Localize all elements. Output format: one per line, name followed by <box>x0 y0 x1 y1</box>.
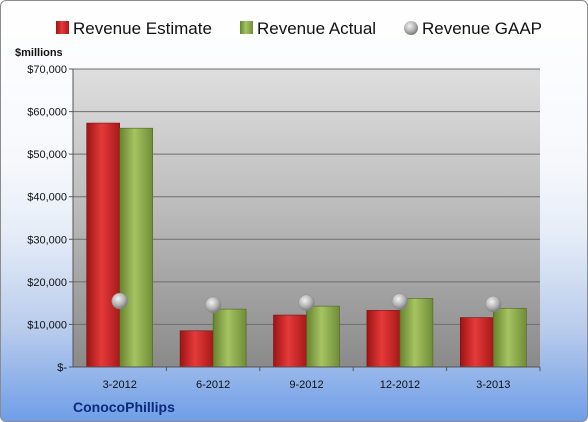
marker-revenue-gaap-12-2012 <box>391 293 409 310</box>
x-tick-label: 9-2012 <box>289 379 323 391</box>
x-tick-label: 3-2013 <box>476 379 510 391</box>
bar-revenue-estimate-3-2013 <box>459 317 494 368</box>
bar-revenue-actual-6-2012 <box>212 308 247 368</box>
y-tick-label: $- <box>57 362 67 374</box>
company-name: ConocoPhillips <box>73 399 175 415</box>
legend-swatch-revenue-actual <box>240 21 253 34</box>
y-tick-label: $60,000 <box>27 107 67 119</box>
bars <box>86 122 527 368</box>
y-tick-label: $10,000 <box>27 319 67 331</box>
bar-revenue-estimate-12-2012 <box>366 310 401 368</box>
bar-revenue-estimate-6-2012 <box>179 330 214 368</box>
y-tick-label: $50,000 <box>27 149 67 161</box>
y-tick-label: $40,000 <box>27 192 67 204</box>
y-tick-label: $20,000 <box>27 277 67 289</box>
legend-label-revenue-estimate: Revenue Estimate <box>73 19 212 38</box>
y-tick-label: $70,000 <box>27 64 67 76</box>
legend-marker-revenue-gaap <box>404 21 418 35</box>
legend-label-revenue-actual: Revenue Actual <box>257 19 376 38</box>
y-axis-unit-label: $millions <box>15 47 63 59</box>
bar-revenue-estimate-3-2012 <box>86 122 120 368</box>
bar-revenue-actual-9-2012 <box>306 305 340 368</box>
y-tick-label: $30,000 <box>27 234 67 246</box>
gaap-markers <box>111 292 502 314</box>
marker-revenue-gaap-6-2012 <box>204 296 222 314</box>
x-tick-label: 3-2012 <box>103 379 137 391</box>
legend-label-revenue-gaap: Revenue GAAP <box>422 19 542 38</box>
y-axis-ticks: $- $10,000 $20,000 $30,000 $40,000 $50,000 $60… <box>27 64 73 374</box>
x-axis-ticks: 3-2012 6-2012 9-2012 12-2012 3-2013 <box>103 367 541 391</box>
legend-swatch-revenue-estimate <box>56 21 69 34</box>
marker-revenue-gaap-3-2013 <box>485 295 502 313</box>
bar-revenue-estimate-9-2012 <box>273 314 307 368</box>
marker-revenue-gaap-3-2012 <box>111 292 128 310</box>
marker-revenue-gaap-9-2012 <box>298 294 315 311</box>
x-tick-label: 12-2012 <box>380 379 420 391</box>
bar-revenue-actual-3-2013 <box>492 307 527 368</box>
bar-revenue-actual-12-2012 <box>399 298 434 368</box>
x-tick-label: 6-2012 <box>196 379 230 391</box>
legend: Revenue Estimate Revenue Actual Revenue … <box>56 19 542 38</box>
bar-revenue-actual-3-2012 <box>119 127 153 368</box>
